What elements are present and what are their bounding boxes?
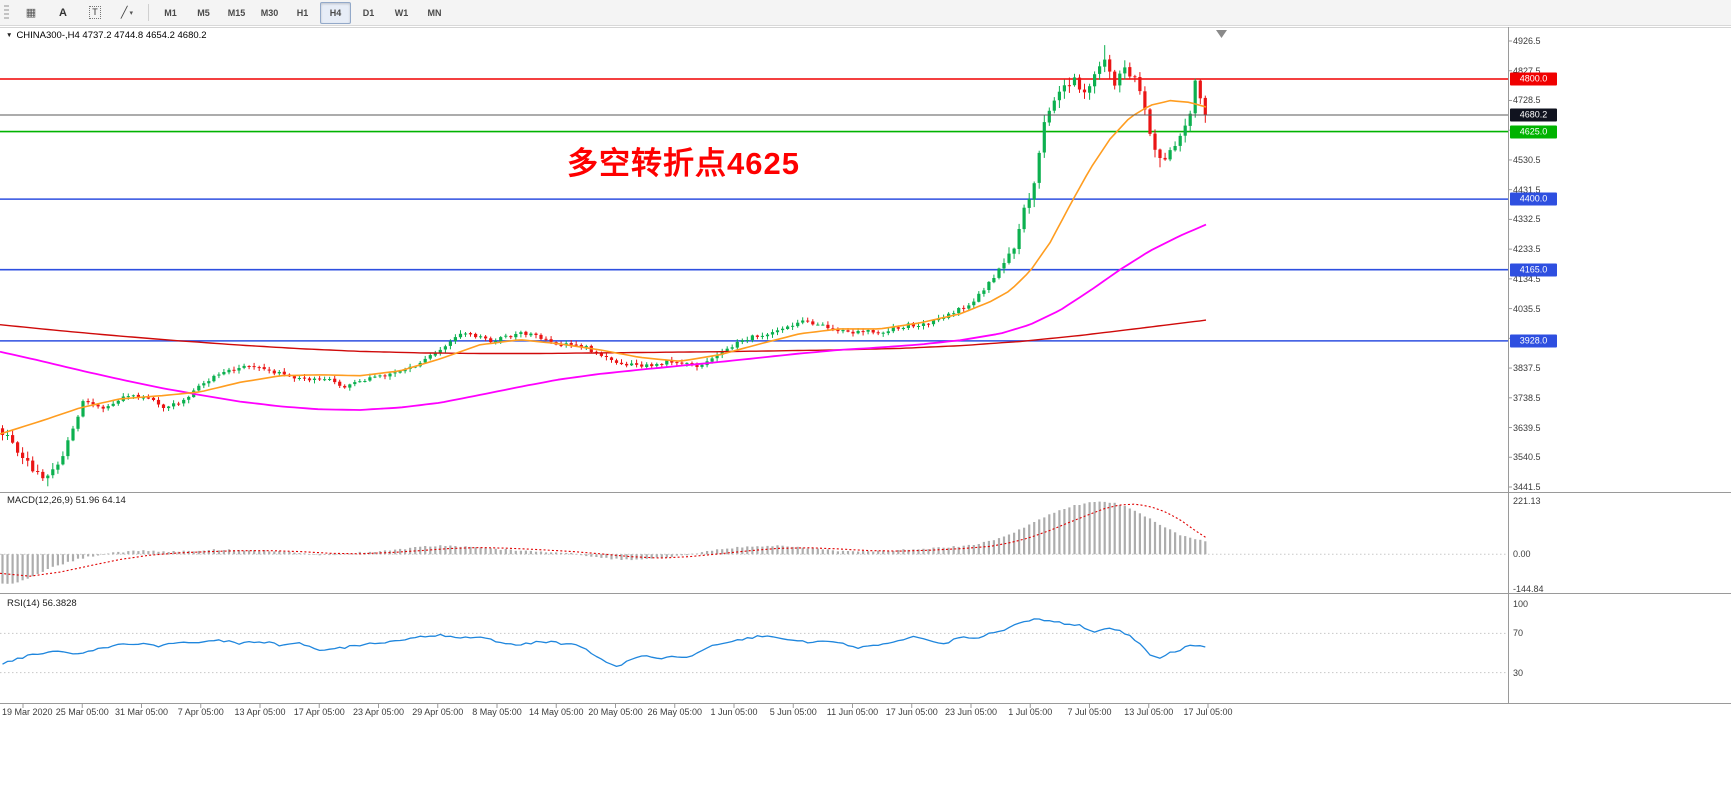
toolbar-grip[interactable] — [4, 4, 9, 21]
time-axis-label: 13 Apr 05:00 — [234, 707, 286, 717]
time-axis-label: 13 Jul 05:00 — [1124, 707, 1174, 717]
rsi-indicator-label: RSI(14) 56.3828 — [7, 598, 77, 609]
price-level-badge[interactable]: 4800.0 — [1510, 72, 1557, 86]
price-axis-label: 4233.5 — [1513, 244, 1541, 255]
time-axis-label: 17 Jul 05:00 — [1183, 707, 1233, 717]
price-axis-label: 4530.5 — [1513, 154, 1541, 165]
time-axis-label: 5 Jun 05:00 — [769, 707, 817, 717]
timeframe-button-m15[interactable]: M15 — [227, 7, 246, 18]
timeframe-button-m5[interactable]: M5 — [197, 7, 210, 18]
time-axis-label: 25 Mar 05:00 — [55, 707, 109, 717]
line-tools-button[interactable]: ╱ ▾ — [112, 2, 142, 24]
chart-area: ▼ CHINA300-,H4 4737.2 4744.8 4654.2 4680… — [0, 26, 1731, 793]
current-price-badge[interactable]: 4680.2 — [1510, 108, 1557, 122]
price-axis-label: 4926.5 — [1513, 36, 1541, 46]
price-level-badge[interactable]: 4625.0 — [1510, 125, 1557, 139]
time-axis-label: 11 Jun 05:00 — [826, 707, 879, 717]
macd-indicator-label: MACD(12,26,9) 51.96 64.14 — [7, 495, 126, 506]
price-axis-label: 4431.5 — [1513, 184, 1541, 195]
toolbar: ▦ A T ╱ ▾ M1 M5 M15 M30 H1 H4 D1 W1 MN — [0, 0, 1731, 26]
time-axis[interactable] — [0, 703, 1508, 723]
price-axis-label: 3837.5 — [1513, 363, 1541, 374]
timeframe-button-w1[interactable]: W1 — [394, 7, 409, 18]
rsi-axis-label: 100 — [1513, 599, 1529, 609]
macd-axis-label: -144.84 — [1513, 583, 1544, 594]
time-axis-label: 29 Apr 05:00 — [412, 707, 464, 717]
time-axis-label: 31 Mar 05:00 — [114, 707, 169, 717]
price-axis[interactable] — [1509, 27, 1730, 703]
price-axis-label: 4728.5 — [1513, 95, 1541, 106]
macd-signal-line — [0, 503, 1207, 577]
price-level-badge[interactable]: 4165.0 — [1510, 263, 1557, 277]
price-axis-label: 4134.5 — [1513, 273, 1541, 284]
rsi-axis-label: 70 — [1513, 628, 1524, 639]
price-axis-label: 4035.5 — [1513, 303, 1541, 314]
toolbar-separator — [148, 4, 149, 21]
time-axis-label: 23 Jun 05:00 — [944, 707, 998, 717]
horizontal-level-lines[interactable] — [0, 78, 1508, 342]
timeframe-button-d1[interactable]: D1 — [362, 7, 375, 18]
rsi-axis-label: 30 — [1513, 667, 1524, 678]
ma-medium-line — [0, 223, 1207, 411]
time-axis-label: 1 Jul 05:00 — [1008, 707, 1053, 717]
chart-shift-marker-icon[interactable] — [1216, 30, 1227, 38]
text-annotation-button[interactable]: A — [48, 2, 78, 24]
chevron-down-icon: ▾ — [129, 9, 134, 17]
price-level-badge[interactable]: 4400.0 — [1510, 192, 1557, 206]
time-axis-label: 17 Jun 05:00 — [885, 707, 938, 717]
time-axis-label: 7 Apr 05:00 — [177, 707, 224, 717]
ma-fast-line — [0, 99, 1207, 435]
time-axis-label: 1 Jun 05:00 — [710, 707, 758, 717]
price-axis-label: 3738.5 — [1513, 392, 1541, 403]
candlestick-series — [0, 45, 1207, 487]
price-axis-label: 4332.5 — [1513, 214, 1541, 225]
time-axis-label: 8 May 05:00 — [472, 707, 522, 717]
charts-grid-button[interactable]: ▦ — [16, 2, 46, 24]
rsi-line — [2, 618, 1206, 668]
time-axis-label: 14 May 05:00 — [528, 707, 584, 717]
time-axis-label: 20 May 05:00 — [588, 707, 643, 717]
price-axis-label: 3540.5 — [1513, 452, 1541, 463]
price-axis-label: 4827.5 — [1513, 65, 1541, 76]
charts-grid-icon: ▦ — [25, 7, 37, 19]
time-axis-label: 26 May 05:00 — [647, 707, 703, 717]
symbol-dropdown-icon[interactable]: ▼ — [6, 32, 13, 39]
price-axis-label: 3441.5 — [1513, 482, 1541, 492]
timeframe-button-m1[interactable]: M1 — [164, 7, 177, 18]
timeframe-button-h4[interactable]: H4 — [320, 1, 351, 24]
time-axis-label: 7 Jul 05:00 — [1067, 707, 1112, 717]
chart-annotation: 多空转折点4625 — [567, 146, 800, 181]
macd-axis-label: 221.13 — [1513, 496, 1541, 507]
chart-symbol-title: ▼ CHINA300-,H4 4737.2 4744.8 4654.2 4680… — [6, 30, 207, 41]
line-tools-icon: ╱ — [120, 7, 128, 19]
text-box-tool-icon: T — [89, 6, 101, 19]
price-axis-label: 3639.5 — [1513, 422, 1541, 433]
price-level-badge[interactable]: 3928.0 — [1510, 334, 1557, 348]
time-axis-label: 19 Mar 2020 — [2, 707, 53, 717]
time-axis-label: 17 Apr 05:00 — [293, 707, 345, 717]
symbol-ohlc-readout: CHINA300-,H4 4737.2 4744.8 4654.2 4680.2 — [16, 30, 207, 41]
timeframe-button-mn[interactable]: MN — [427, 7, 442, 18]
text-annotation-icon: A — [59, 6, 67, 19]
timeframe-button-h1[interactable]: H1 — [296, 7, 309, 18]
time-axis-label: 23 Apr 05:00 — [352, 707, 405, 717]
timeframe-button-m30[interactable]: M30 — [260, 7, 279, 18]
ma-slow-line — [0, 319, 1207, 355]
macd-histogram — [1, 501, 1207, 584]
macd-axis-label: 0.00 — [1513, 549, 1531, 560]
text-box-tool-button[interactable]: T — [80, 2, 110, 24]
